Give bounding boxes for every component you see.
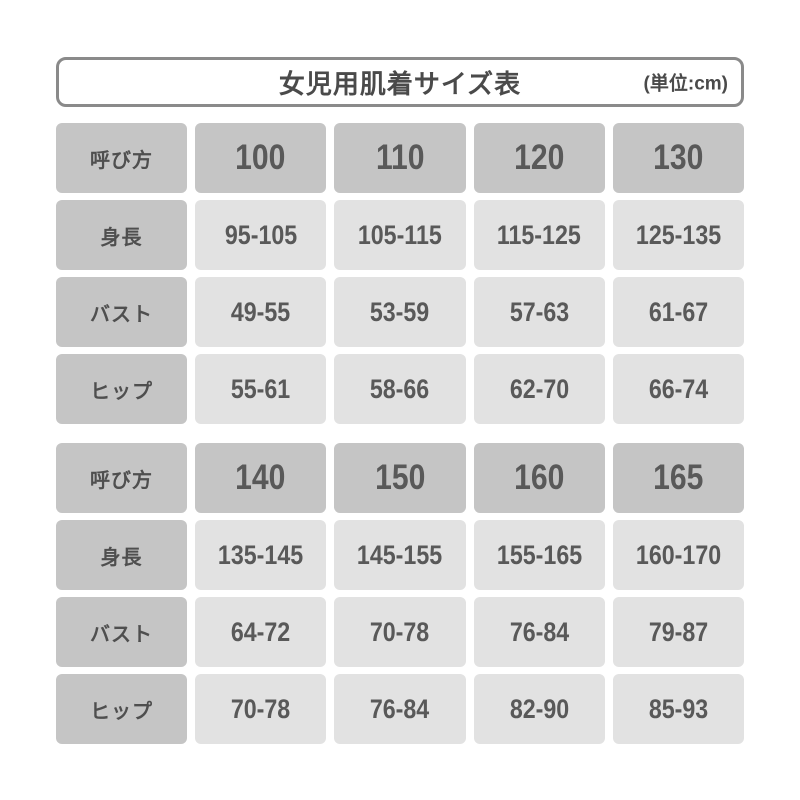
size-header-cell: 100: [195, 123, 327, 193]
size-value: 62-70: [509, 373, 569, 404]
table-row-namae-upper: 呼び方 100 110 120 130: [56, 123, 744, 193]
row-header-cell: 呼び方: [56, 123, 187, 193]
row-header-label: バスト: [90, 623, 153, 646]
table-row-bust-lower: バスト 64-72 70-78 76-84 79-87: [56, 597, 744, 667]
size-header-cell: 160: [473, 443, 605, 513]
row-header-cell: ヒップ: [56, 674, 187, 744]
size-value-cell: 79-87: [612, 597, 744, 667]
size-header-cell: 120: [473, 123, 605, 193]
row-header-label: 呼び方: [90, 149, 153, 172]
size-value: 125-135: [635, 219, 721, 250]
size-value-cell: 58-66: [334, 354, 466, 424]
size-value: 64-72: [230, 616, 291, 647]
row-header-label: ヒップ: [90, 700, 153, 723]
size-value: 155-165: [496, 539, 582, 570]
size-header-cell: 110: [334, 123, 466, 193]
size-value: 61-67: [648, 296, 709, 327]
size-value: 55-61: [230, 373, 291, 404]
size-value: 79-87: [648, 616, 709, 647]
size-value: 76-84: [370, 693, 430, 724]
size-value: 105-115: [357, 219, 442, 250]
size-value-cell: 49-55: [195, 277, 327, 347]
size-value: 160-170: [635, 539, 721, 570]
size-value-cell: 135-145: [195, 520, 327, 590]
size-value-cell: 62-70: [473, 354, 605, 424]
size-value: 76-84: [509, 616, 569, 647]
row-header-label: バスト: [90, 303, 153, 326]
size-value: 57-63: [509, 296, 569, 327]
size-header-cell: 150: [334, 443, 466, 513]
size-value-cell: 64-72: [195, 597, 327, 667]
table-row-bust-upper: バスト 49-55 53-59 57-63 61-67: [56, 277, 744, 347]
table-row-height-upper: 身長 95-105 105-115 115-125 125-135: [56, 200, 744, 270]
table-row-hip-upper: ヒップ 55-61 58-66 62-70 66-74: [56, 354, 744, 424]
row-header-label: ヒップ: [90, 380, 153, 403]
row-header-cell: 呼び方: [56, 443, 187, 513]
size-value: 135-145: [218, 539, 304, 570]
size-value-cell: 125-135: [612, 200, 744, 270]
row-header-cell: 身長: [56, 200, 187, 270]
size-value: 53-59: [370, 296, 430, 327]
size-value-cell: 160-170: [612, 520, 744, 590]
size-value-cell: 76-84: [334, 674, 466, 744]
size-header-value: 110: [375, 138, 425, 177]
size-header-cell: 140: [195, 443, 327, 513]
size-header-value: 100: [235, 138, 286, 177]
size-table-upper: 呼び方 100 110 120 130 身長 95-105 105-115 11…: [56, 123, 744, 424]
size-value-cell: 115-125: [473, 200, 605, 270]
size-header-value: 165: [653, 458, 704, 497]
size-header-value: 130: [653, 138, 704, 177]
size-value-cell: 61-67: [612, 277, 744, 347]
unit-label: (単位:cm): [643, 73, 728, 95]
size-header-value: 140: [235, 458, 286, 497]
title-bar: 女児用肌着サイズ表 (単位:cm): [56, 57, 744, 107]
size-value-cell: 70-78: [334, 597, 466, 667]
row-header-cell: ヒップ: [56, 354, 187, 424]
row-header-cell: 身長: [56, 520, 187, 590]
size-value: 145-155: [357, 539, 443, 570]
size-value: 70-78: [370, 616, 430, 647]
table-row-height-lower: 身長 135-145 145-155 155-165 160-170: [56, 520, 744, 590]
size-header-cell: 165: [612, 443, 744, 513]
page-title: 女児用肌着サイズ表: [278, 68, 522, 99]
size-value-cell: 85-93: [612, 674, 744, 744]
size-value-cell: 55-61: [195, 354, 327, 424]
size-value-cell: 66-74: [612, 354, 744, 424]
size-value: 49-55: [230, 296, 291, 327]
size-value-cell: 145-155: [334, 520, 466, 590]
size-header-value: 150: [374, 458, 425, 497]
size-value-cell: 155-165: [473, 520, 605, 590]
size-value: 95-105: [224, 219, 297, 250]
size-value-cell: 82-90: [473, 674, 605, 744]
size-table-lower: 呼び方 140 150 160 165 身長 135-145 145-155 1…: [56, 443, 744, 744]
size-value: 70-78: [230, 693, 291, 724]
table-row-hip-lower: ヒップ 70-78 76-84 82-90 85-93: [56, 674, 744, 744]
size-value: 66-74: [648, 373, 709, 404]
size-value-cell: 95-105: [195, 200, 327, 270]
size-value-cell: 105-115: [334, 200, 466, 270]
size-value: 82-90: [509, 693, 569, 724]
size-value: 58-66: [370, 373, 430, 404]
size-header-value: 160: [514, 458, 565, 497]
row-header-label: 身長: [100, 226, 143, 249]
size-value-cell: 76-84: [473, 597, 605, 667]
size-header-cell: 130: [612, 123, 744, 193]
size-value-cell: 53-59: [334, 277, 466, 347]
size-value: 85-93: [648, 693, 709, 724]
size-value-cell: 57-63: [473, 277, 605, 347]
table-row-namae-lower: 呼び方 140 150 160 165: [56, 443, 744, 513]
row-header-cell: バスト: [56, 597, 187, 667]
size-header-value: 120: [514, 138, 565, 177]
row-header-label: 身長: [100, 546, 143, 569]
size-value-cell: 70-78: [195, 674, 327, 744]
row-header-label: 呼び方: [90, 469, 153, 492]
size-value: 115-125: [497, 219, 582, 250]
row-header-cell: バスト: [56, 277, 187, 347]
